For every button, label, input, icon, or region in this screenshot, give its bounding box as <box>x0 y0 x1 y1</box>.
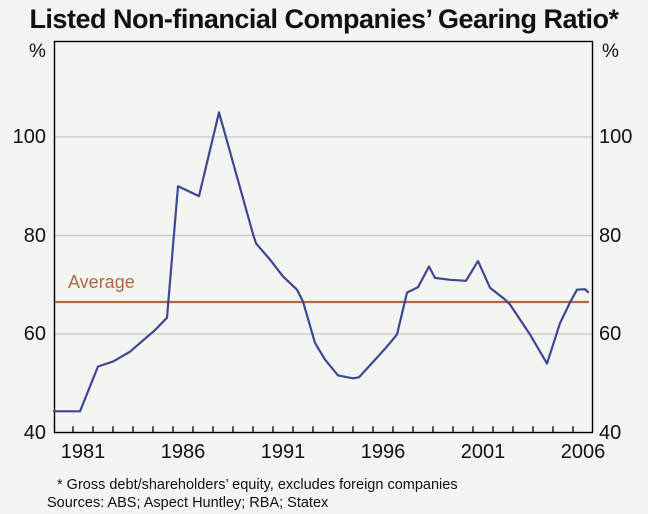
x-tick-label-2001: 2001 <box>460 441 506 463</box>
x-tick-label-1996: 1996 <box>360 441 406 463</box>
x-tick-label-1981: 1981 <box>60 441 106 463</box>
x-tick-label-1986: 1986 <box>160 441 206 463</box>
y-tick-label-left-40: 40 <box>23 421 46 444</box>
y-tick-label-left-100: 100 <box>12 126 46 148</box>
plot-frame <box>53 40 594 434</box>
y-tick-label-left-80: 80 <box>23 224 46 247</box>
x-tick-label-2006: 2006 <box>560 441 606 463</box>
y-tick-label-left-60: 60 <box>23 323 46 345</box>
y-axis-unit-left: % <box>29 41 46 62</box>
y-axis-unit-right: % <box>602 41 619 62</box>
chart-footnote: * Gross debt/shareholders’ equity, exclu… <box>57 477 458 493</box>
x-tick-label-1991: 1991 <box>260 441 306 463</box>
chart-title: Listed Non-financial Companies’ Gearing … <box>29 4 619 34</box>
y-tick-label-right-80: 80 <box>599 224 622 247</box>
chart-sources: Sources: ABS; Aspect Huntley; RBA; State… <box>47 495 329 511</box>
y-tick-label-right-100: 100 <box>599 126 633 148</box>
series-line <box>52 111 590 413</box>
average-line-label: Average <box>68 272 135 292</box>
y-tick-label-right-40: 40 <box>599 421 622 444</box>
y-tick-label-right-60: 60 <box>599 323 622 345</box>
